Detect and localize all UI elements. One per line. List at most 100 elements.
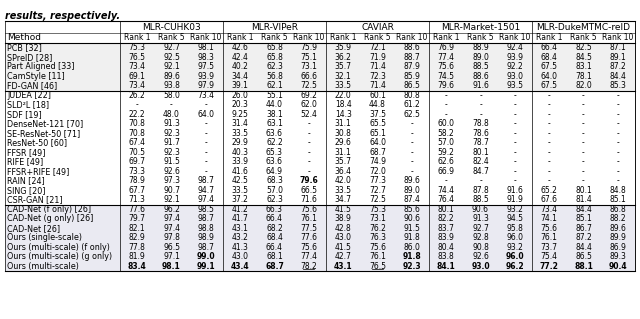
Text: 97.4: 97.4 — [163, 214, 180, 223]
Text: 37.5: 37.5 — [369, 110, 386, 119]
Text: Rank 10: Rank 10 — [602, 33, 634, 42]
Text: -: - — [307, 129, 310, 138]
Text: 9.25: 9.25 — [232, 110, 248, 119]
Text: CAVIAR: CAVIAR — [361, 23, 394, 32]
Text: 70.8: 70.8 — [129, 129, 146, 138]
Text: 66.3: 66.3 — [266, 205, 283, 214]
Text: -: - — [582, 157, 585, 166]
Text: 86.5: 86.5 — [575, 252, 592, 261]
Text: 72.3: 72.3 — [369, 72, 386, 81]
Text: 26.0: 26.0 — [232, 91, 248, 100]
Text: 91.8: 91.8 — [403, 233, 420, 242]
Text: -: - — [307, 148, 310, 157]
Text: 77.2: 77.2 — [540, 262, 559, 271]
Text: RIFE [49]: RIFE [49] — [7, 157, 44, 166]
Text: 93.2: 93.2 — [506, 243, 524, 252]
Text: 88.6: 88.6 — [472, 72, 489, 81]
Text: 89.6: 89.6 — [609, 224, 627, 233]
Text: 75.3: 75.3 — [369, 205, 386, 214]
Text: -: - — [616, 110, 620, 119]
Text: -: - — [513, 119, 516, 128]
Text: 67.5: 67.5 — [541, 62, 557, 71]
Text: 79.6: 79.6 — [300, 176, 318, 185]
Text: -: - — [479, 100, 482, 109]
Text: 36.2: 36.2 — [335, 53, 351, 62]
Text: -: - — [616, 176, 620, 185]
Text: 99.1: 99.1 — [196, 262, 215, 271]
Text: 38.1: 38.1 — [266, 110, 283, 119]
Text: -: - — [445, 100, 447, 109]
Text: 89.9: 89.9 — [609, 233, 627, 242]
Bar — [5, 91, 635, 204]
Text: 32.1: 32.1 — [335, 72, 351, 81]
Text: 68.4: 68.4 — [266, 233, 283, 242]
Text: 76.1: 76.1 — [541, 233, 557, 242]
Text: FD-GAN [46]: FD-GAN [46] — [7, 81, 57, 90]
Text: 33.5: 33.5 — [335, 81, 351, 90]
Text: 89.3: 89.3 — [609, 252, 627, 261]
Text: ResNet-50 [60]: ResNet-50 [60] — [7, 138, 67, 147]
Text: Rank 10: Rank 10 — [396, 33, 428, 42]
Text: 75.1: 75.1 — [300, 53, 317, 62]
Text: 89.0: 89.0 — [403, 186, 420, 195]
Text: 93.0: 93.0 — [506, 72, 524, 81]
Text: 85.1: 85.1 — [575, 214, 592, 223]
Text: 68.2: 68.2 — [266, 224, 283, 233]
Bar — [5, 204, 635, 271]
Text: MLR-DukeMTMC-reID: MLR-DukeMTMC-reID — [536, 23, 630, 32]
Text: 84.4: 84.4 — [609, 72, 627, 81]
Text: 65.8: 65.8 — [266, 53, 283, 62]
Text: 66.4: 66.4 — [266, 243, 283, 252]
Text: 41.5: 41.5 — [335, 205, 351, 214]
Text: 92.8: 92.8 — [472, 233, 489, 242]
Text: 35.9: 35.9 — [335, 43, 351, 52]
Text: 88.6: 88.6 — [403, 43, 420, 52]
Text: 88.1: 88.1 — [574, 262, 593, 271]
Text: 57.0: 57.0 — [266, 186, 283, 195]
Text: 93.0: 93.0 — [471, 262, 490, 271]
Text: Ours (multi-scale): Ours (multi-scale) — [7, 262, 79, 271]
Text: 96.0: 96.0 — [506, 233, 524, 242]
Text: 77.6: 77.6 — [300, 233, 317, 242]
Text: 97.8: 97.8 — [163, 233, 180, 242]
Text: -: - — [136, 100, 138, 109]
Text: -: - — [410, 148, 413, 157]
Bar — [5, 43, 635, 91]
Text: 91.6: 91.6 — [506, 186, 524, 195]
Text: 41.2: 41.2 — [232, 205, 248, 214]
Text: 98.7: 98.7 — [197, 243, 214, 252]
Text: 75.6: 75.6 — [300, 205, 317, 214]
Text: 89.6: 89.6 — [403, 176, 420, 185]
Text: 82.5: 82.5 — [575, 43, 592, 52]
Text: -: - — [616, 157, 620, 166]
Text: -: - — [616, 91, 620, 100]
Text: -: - — [513, 176, 516, 185]
Text: 92.6: 92.6 — [163, 167, 180, 176]
Text: 78.1: 78.1 — [575, 72, 592, 81]
Text: 40.3: 40.3 — [232, 148, 249, 157]
Text: -: - — [410, 119, 413, 128]
Text: 34.7: 34.7 — [335, 195, 351, 204]
Text: 73.4: 73.4 — [129, 81, 146, 90]
Text: -: - — [582, 167, 585, 176]
Text: 73.3: 73.3 — [129, 167, 146, 176]
Text: -: - — [616, 148, 620, 157]
Text: 77.4: 77.4 — [300, 252, 317, 261]
Text: 63.6: 63.6 — [266, 157, 283, 166]
Text: 76.1: 76.1 — [300, 214, 317, 223]
Text: 84.5: 84.5 — [575, 53, 592, 62]
Text: 83.4: 83.4 — [128, 262, 147, 271]
Text: 92.4: 92.4 — [506, 43, 524, 52]
Text: 31.1: 31.1 — [335, 148, 351, 157]
Text: -: - — [616, 138, 620, 147]
Text: -: - — [513, 110, 516, 119]
Text: Rank 5: Rank 5 — [158, 33, 185, 42]
Text: 62.6: 62.6 — [438, 157, 454, 166]
Text: 98.7: 98.7 — [197, 214, 214, 223]
Text: 79.7: 79.7 — [129, 214, 146, 223]
Text: 82.9: 82.9 — [129, 233, 145, 242]
Text: 91.8: 91.8 — [403, 252, 421, 261]
Text: 34.4: 34.4 — [232, 72, 249, 81]
Text: 91.3: 91.3 — [163, 119, 180, 128]
Text: 75.6: 75.6 — [369, 243, 386, 252]
